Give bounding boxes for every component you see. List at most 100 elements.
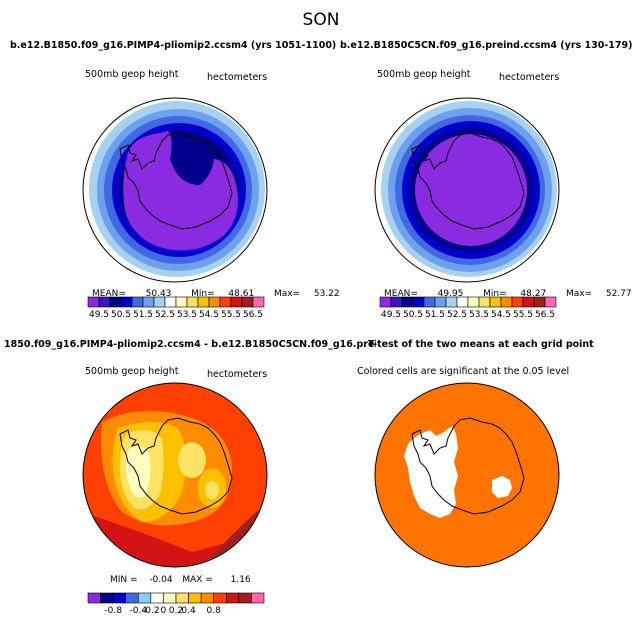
- tl-colorbar-tick-label: 56.5: [243, 310, 263, 320]
- bl-colorbar-tick-label: 0: [161, 606, 167, 616]
- panel-bl-stats: MIN = -0.04 MAX = 1.16: [110, 575, 251, 585]
- tl-colorbar-tick-label: 54.5: [199, 310, 219, 320]
- tl-colorbar-box: [208, 296, 221, 308]
- panel-bl-colorbar: -0.8 -0.4-0.2 0 0.20.4 0.8: [87, 592, 265, 616]
- bl-colorbar-tick-label: -0.4: [130, 606, 148, 616]
- tr-map-border: [374, 97, 560, 283]
- bl-colorbar-box: [87, 592, 101, 604]
- tl-colorbar-box: [87, 296, 100, 308]
- bl-colorbar-box: [112, 592, 127, 604]
- bl-max-value: 1.16: [230, 575, 251, 585]
- tr-min-label: Min=: [483, 289, 507, 299]
- bl-min-value: -0.04: [149, 575, 173, 585]
- bl-max-label: MAX =: [182, 575, 213, 585]
- tr-colorbar-tick-label: 56.5: [535, 310, 555, 320]
- br-insignificant-blob: [492, 476, 512, 498]
- panel-tr-title: b.e12.B1850C5CN.f09_g16.preind.ccsm4 (yr…: [340, 40, 633, 51]
- bl-min-label: MIN =: [110, 575, 138, 585]
- bl-colorbar-box: [188, 592, 202, 604]
- panel-tl-units-label: hectometers: [207, 72, 268, 83]
- panel-br-title: T-test of the two means at each grid poi…: [368, 339, 594, 350]
- bl-colorbar-box: [150, 592, 164, 604]
- tl-core: [123, 131, 238, 251]
- br-insignificant-west: [404, 426, 458, 518]
- tl-coastline: [119, 132, 233, 230]
- tl-colorbar-box: [175, 296, 188, 308]
- tr-colorbar-tick-label: 55.5: [513, 310, 533, 320]
- panel-tr-variable-label: 500mb geop height: [377, 69, 471, 80]
- tl-colorbar-box: [164, 296, 177, 308]
- tr-max-value: 52.77: [605, 289, 632, 299]
- tr-mean-label: MEAN=: [384, 289, 418, 299]
- tr-colorbar-box: [434, 296, 447, 308]
- tr-colorbar-tick-label: 52.5: [447, 310, 467, 320]
- tr-colorbar-box: [500, 296, 513, 308]
- tr-coastline: [411, 132, 525, 230]
- tr-colorbar-box: [412, 296, 425, 308]
- tr-colorbar-tick-label: 53.5: [469, 310, 489, 320]
- tl-colorbar-box: [241, 296, 254, 308]
- tl-colorbar-tick-label: 52.5: [155, 310, 175, 320]
- tl-colorbar-box: [120, 296, 133, 308]
- tl-map-border: [82, 97, 268, 283]
- tr-colorbar-box: [379, 296, 392, 308]
- bl-colorbar-box: [137, 592, 152, 604]
- br-coastline: [411, 417, 525, 515]
- tr-colorbar-box: [522, 296, 535, 308]
- tl-colorbar-tick-label: 49.5: [89, 310, 109, 320]
- tl-colorbar-tick-label: 50.5: [111, 310, 131, 320]
- tl-colorbar-tick-label: 51.5: [133, 310, 153, 320]
- panel-tr-stats: MEAN= 49.95 Min= 48.27 Max= 52.77: [384, 289, 632, 299]
- tl-mean-value: 50.43: [145, 289, 172, 299]
- tr-mean-value: 49.95: [437, 289, 464, 299]
- panel-tl-title: b.e12.B1850.f09_g16.PIMP4-pliomip2.ccsm4…: [10, 40, 337, 51]
- tr-colorbar-box: [445, 296, 458, 308]
- tl-min-label: Min=: [191, 289, 215, 299]
- tl-max-value: 53.22: [313, 289, 340, 299]
- tl-colorbar-box: [98, 296, 111, 308]
- bl-colorbar-box: [251, 592, 265, 604]
- br-map-border: [374, 382, 560, 568]
- panel-tl-map: [82, 97, 268, 283]
- tr-colorbar-box: [467, 296, 480, 308]
- bl-colorbar-tick-label: 0.2: [169, 606, 183, 616]
- panel-bl-units-label: hectometers: [207, 369, 268, 380]
- tl-colorbar-tick-label: 55.5: [221, 310, 241, 320]
- tl-min-value: 48.61: [228, 289, 255, 299]
- tl-max-label: Max=: [273, 289, 301, 299]
- tr-colorbar-tick-label: 54.5: [491, 310, 511, 320]
- tr-colorbar-box: [511, 296, 524, 308]
- tl-colorbar-tick-label: 53.5: [177, 310, 197, 320]
- tr-core: [415, 134, 527, 246]
- panel-tr-units-label: hectometers: [499, 72, 560, 83]
- bl-colorbar-tick-label: -0.2: [142, 606, 160, 616]
- panel-tl-stats: MEAN= 50.43 Min= 48.61 Max= 53.22: [92, 289, 340, 299]
- bl-colorbar-box: [100, 592, 114, 604]
- tl-colorbar-box: [153, 296, 166, 308]
- panel-bl-variable-label: 500mb geop height: [85, 366, 179, 377]
- panel-bl-title: 1850.f09_g16.PIMP4-pliomip2.ccsm4 - b.e1…: [4, 339, 376, 350]
- bl-coastline: [119, 417, 233, 515]
- tl-colorbar-box: [197, 296, 210, 308]
- panel-br-subtitle: Colored cells are significant at the 0.0…: [357, 366, 570, 377]
- tl-colorbar-box: [230, 296, 243, 308]
- tr-colorbar-box: [456, 296, 469, 308]
- tl-mean-label: MEAN=: [92, 289, 126, 299]
- tr-min-value: 48.27: [520, 289, 547, 299]
- panel-bl-map: [82, 382, 268, 568]
- bl-colorbar-box: [175, 592, 189, 604]
- panel-tl-variable-label: 500mb geop height: [85, 69, 179, 80]
- bl-field-paleyellow: [126, 446, 151, 498]
- tr-colorbar-box: [489, 296, 502, 308]
- bl-colorbar-box: [213, 592, 227, 604]
- bl-colorbar-box: [125, 592, 139, 604]
- tr-colorbar-box: [390, 296, 403, 308]
- bl-field-blob-pale: [178, 442, 206, 478]
- bl-colorbar-tick-label: 0.4: [181, 606, 196, 616]
- tl-colorbar-box: [252, 296, 265, 308]
- tr-colorbar-tick-label: 49.5: [381, 310, 401, 320]
- tl-colorbar-box: [219, 296, 232, 308]
- figure-title: SON: [302, 10, 340, 30]
- bl-map-border: [82, 382, 268, 568]
- bl-field-blob-yellow: [205, 481, 219, 499]
